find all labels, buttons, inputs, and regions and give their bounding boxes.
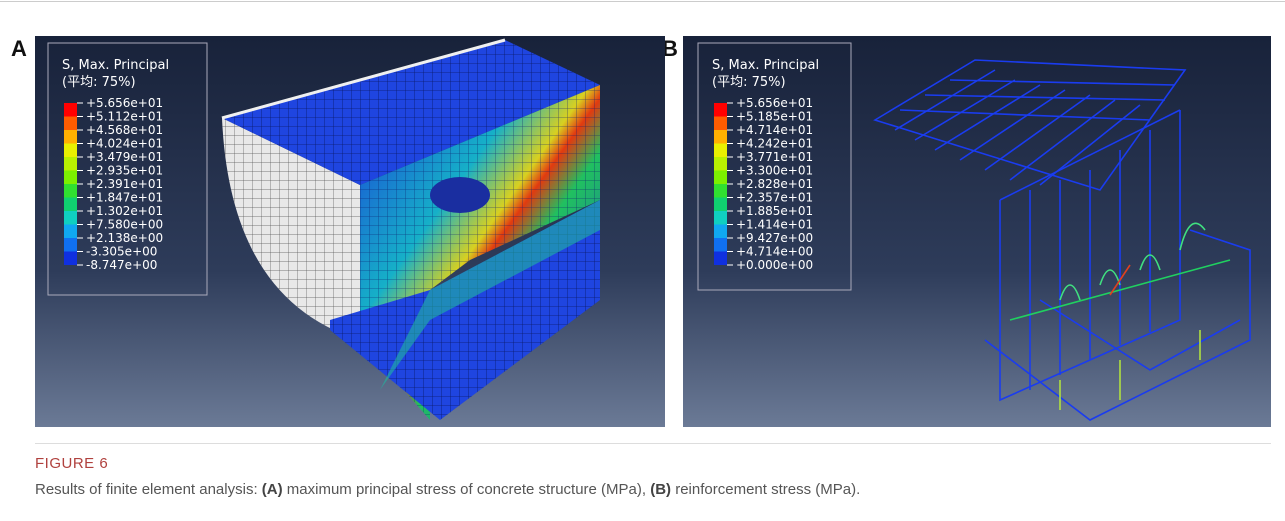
legend-swatch xyxy=(64,252,77,266)
caption-text: Results of finite element analysis: (A) … xyxy=(35,481,860,498)
legend-value: +9.427e+00 xyxy=(736,231,813,245)
legend-title: (平均: 75%) xyxy=(62,75,136,90)
legend-value: +4.242e+01 xyxy=(736,137,813,151)
legend-value: +4.024e+01 xyxy=(86,137,163,151)
legend-value: -3.305e+00 xyxy=(86,245,157,259)
legend-value: +1.885e+01 xyxy=(736,204,813,218)
legend-swatch xyxy=(64,198,77,212)
legend-value: +4.714e+00 xyxy=(736,245,813,259)
legend-value: +3.771e+01 xyxy=(736,150,813,164)
legend-value: +5.112e+01 xyxy=(86,110,163,124)
legend-value: +3.479e+01 xyxy=(86,150,163,164)
figure: A B xyxy=(0,0,1285,521)
legend-value: +4.568e+01 xyxy=(86,123,163,137)
legend-swatch xyxy=(714,252,727,266)
legend-value: +3.300e+01 xyxy=(736,164,813,178)
legend-value: +2.357e+01 xyxy=(736,191,813,205)
caption-fragment: Results of finite element analysis: xyxy=(35,481,262,498)
legend-value: +5.656e+01 xyxy=(736,96,813,110)
legend-value: +1.847e+01 xyxy=(86,191,163,205)
legend-value: +1.302e+01 xyxy=(86,204,163,218)
legend-swatch xyxy=(714,130,727,144)
legend-value: +5.185e+01 xyxy=(736,110,813,124)
legend-swatch xyxy=(64,130,77,144)
legend-value: +2.391e+01 xyxy=(86,177,163,191)
legend-swatch xyxy=(64,211,77,225)
legend-swatch xyxy=(714,157,727,171)
legend-swatch xyxy=(64,184,77,198)
legend-swatch xyxy=(64,171,77,185)
caption-panel-ref: (B) xyxy=(650,481,671,498)
caption-panel-ref: (A) xyxy=(262,481,283,498)
legend-swatch xyxy=(714,144,727,158)
legend-swatch xyxy=(64,225,77,239)
legend-swatch xyxy=(64,117,77,131)
legend-value: +4.714e+01 xyxy=(736,123,813,137)
legend-swatch xyxy=(64,157,77,171)
legend-swatch xyxy=(714,238,727,252)
legend-title: S, Max. Principal xyxy=(712,58,819,73)
legend-swatch xyxy=(714,198,727,212)
legend-value: +2.138e+00 xyxy=(86,231,163,245)
caption-fragment: reinforcement stress (MPa). xyxy=(671,481,860,498)
legend-value: -8.747e+00 xyxy=(86,258,157,272)
caption-rule xyxy=(35,443,1271,444)
legend-swatch xyxy=(714,184,727,198)
legend-value: +2.828e+01 xyxy=(736,177,813,191)
legend-title: (平均: 75%) xyxy=(712,75,786,90)
figure-images: S, Max. Principal(平均: 75%)+5.656e+01+5.1… xyxy=(0,0,1285,440)
legend-swatch xyxy=(714,117,727,131)
caption-label: FIGURE 6 xyxy=(35,455,108,472)
legend-swatch xyxy=(714,103,727,117)
legend-value: +5.656e+01 xyxy=(86,96,163,110)
legend-value: +2.935e+01 xyxy=(86,164,163,178)
caption-fragment: maximum principal stress of concrete str… xyxy=(283,481,651,498)
legend-swatch xyxy=(64,103,77,117)
legend-swatch xyxy=(64,144,77,158)
legend-value: +7.580e+00 xyxy=(86,218,163,232)
legend-value: +1.414e+01 xyxy=(736,218,813,232)
legend-title: S, Max. Principal xyxy=(62,58,169,73)
legend-swatch xyxy=(714,171,727,185)
legend-swatch xyxy=(714,225,727,239)
legend-swatch xyxy=(714,211,727,225)
legend-swatch xyxy=(64,238,77,252)
legend-value: +0.000e+00 xyxy=(736,258,813,272)
